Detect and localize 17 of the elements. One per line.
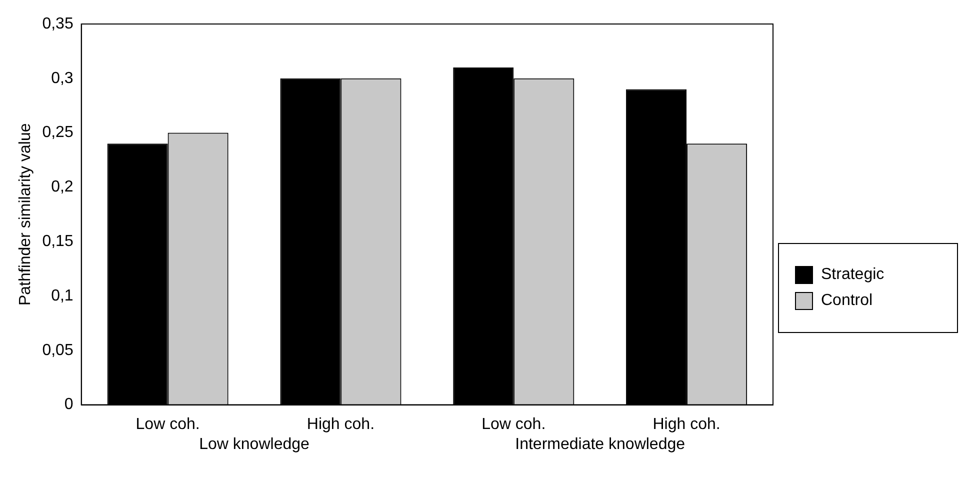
y-axis-title: Pathfinder similarity value xyxy=(17,123,34,306)
legend-label: Strategic xyxy=(821,266,884,284)
x-tick-label: High coh. xyxy=(306,416,375,433)
y-tick-label: 0,1 xyxy=(51,287,74,304)
y-tick-label: 0,15 xyxy=(42,233,74,250)
y-tick-label: 0,05 xyxy=(42,342,74,359)
x-tick-label: Low coh. xyxy=(482,416,546,433)
y-tick-label: 0,3 xyxy=(51,70,74,87)
text: Intermediate knowledge xyxy=(515,436,686,454)
y-tick-label: 0,25 xyxy=(42,124,74,142)
x-tick-label: Low coh. xyxy=(136,416,200,433)
y-tick-label: 0,2 xyxy=(51,178,74,196)
legend-label: Control xyxy=(821,292,873,310)
text: Low knowledge xyxy=(199,436,310,454)
x-tick-label: High coh. xyxy=(652,416,720,433)
y-tick-label: 0 xyxy=(64,396,74,414)
y-tick-label: 0,35 xyxy=(42,15,74,32)
